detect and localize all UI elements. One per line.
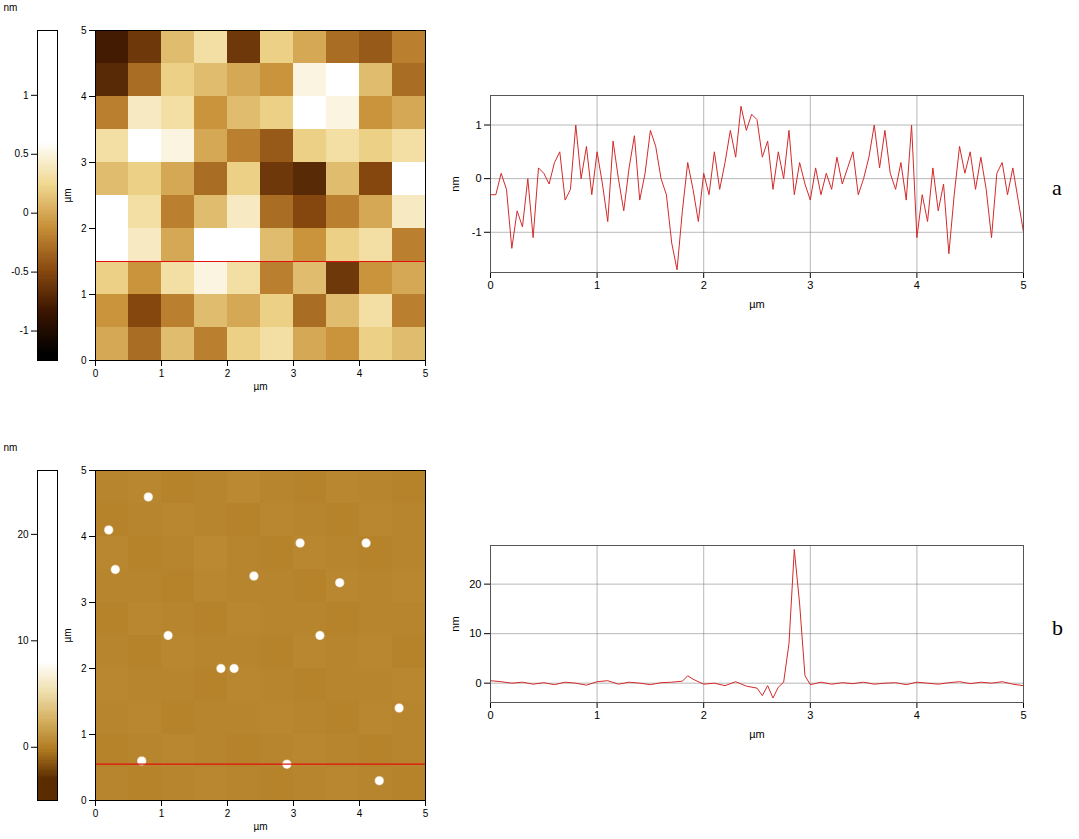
svg-text:3: 3 (807, 709, 813, 721)
svg-text:1: 1 (81, 289, 87, 300)
svg-text:2: 2 (225, 368, 231, 379)
svg-text:nm: nm (449, 176, 461, 191)
svg-text:-1: -1 (20, 325, 29, 336)
svg-text:2: 2 (81, 663, 87, 674)
svg-text:0: 0 (81, 795, 87, 806)
svg-text:5: 5 (423, 368, 429, 379)
svg-text:µm: µm (749, 728, 765, 740)
svg-text:0.5: 0.5 (15, 148, 29, 159)
svg-text:5: 5 (1020, 279, 1026, 291)
svg-text:-0.5: -0.5 (11, 266, 29, 277)
svg-text:4: 4 (914, 279, 920, 291)
svg-text:0: 0 (475, 677, 481, 689)
svg-text:5: 5 (81, 25, 87, 36)
svg-text:4: 4 (357, 368, 363, 379)
svg-text:0: 0 (475, 172, 481, 184)
svg-text:2: 2 (81, 223, 87, 234)
svg-text:3: 3 (291, 808, 297, 819)
svg-text:2: 2 (701, 279, 707, 291)
svg-text:2: 2 (225, 808, 231, 819)
svg-text:1: 1 (594, 279, 600, 291)
svg-text:4: 4 (81, 91, 87, 102)
svg-text:4: 4 (914, 709, 920, 721)
svg-text:µm: µm (253, 821, 267, 832)
svg-text:µm: µm (62, 188, 73, 202)
svg-text:nm: nm (4, 2, 18, 13)
svg-text:-1: -1 (472, 226, 482, 238)
svg-text:3: 3 (291, 368, 297, 379)
svg-text:3: 3 (81, 597, 87, 608)
svg-text:1: 1 (594, 709, 600, 721)
svg-text:0: 0 (23, 207, 29, 218)
svg-text:0: 0 (487, 279, 493, 291)
svg-text:1: 1 (159, 368, 165, 379)
svg-text:µm: µm (253, 381, 267, 392)
svg-text:0: 0 (487, 709, 493, 721)
svg-text:4: 4 (81, 531, 87, 542)
svg-text:20: 20 (17, 529, 29, 540)
svg-text:5: 5 (81, 465, 87, 476)
svg-text:5: 5 (423, 808, 429, 819)
svg-text:4: 4 (357, 808, 363, 819)
svg-text:20: 20 (469, 578, 481, 590)
svg-text:0: 0 (93, 808, 99, 819)
svg-text:1: 1 (475, 119, 481, 131)
svg-text:0: 0 (81, 355, 87, 366)
svg-text:1: 1 (23, 90, 29, 101)
svg-text:2: 2 (701, 709, 707, 721)
svg-text:0: 0 (23, 741, 29, 752)
svg-text:1: 1 (159, 808, 165, 819)
svg-text:10: 10 (469, 627, 481, 639)
svg-text:nm: nm (4, 442, 18, 453)
html-text:a: a (1052, 175, 1062, 200)
svg-text:10: 10 (17, 635, 29, 646)
svg-text:1: 1 (81, 729, 87, 740)
svg-text:µm: µm (749, 298, 765, 310)
svg-text:0: 0 (93, 368, 99, 379)
svg-text:µm: µm (62, 628, 73, 642)
html-text:b: b (1052, 615, 1063, 640)
svg-text:nm: nm (449, 616, 461, 631)
svg-text:5: 5 (1020, 709, 1026, 721)
svg-text:3: 3 (81, 157, 87, 168)
svg-text:3: 3 (807, 279, 813, 291)
